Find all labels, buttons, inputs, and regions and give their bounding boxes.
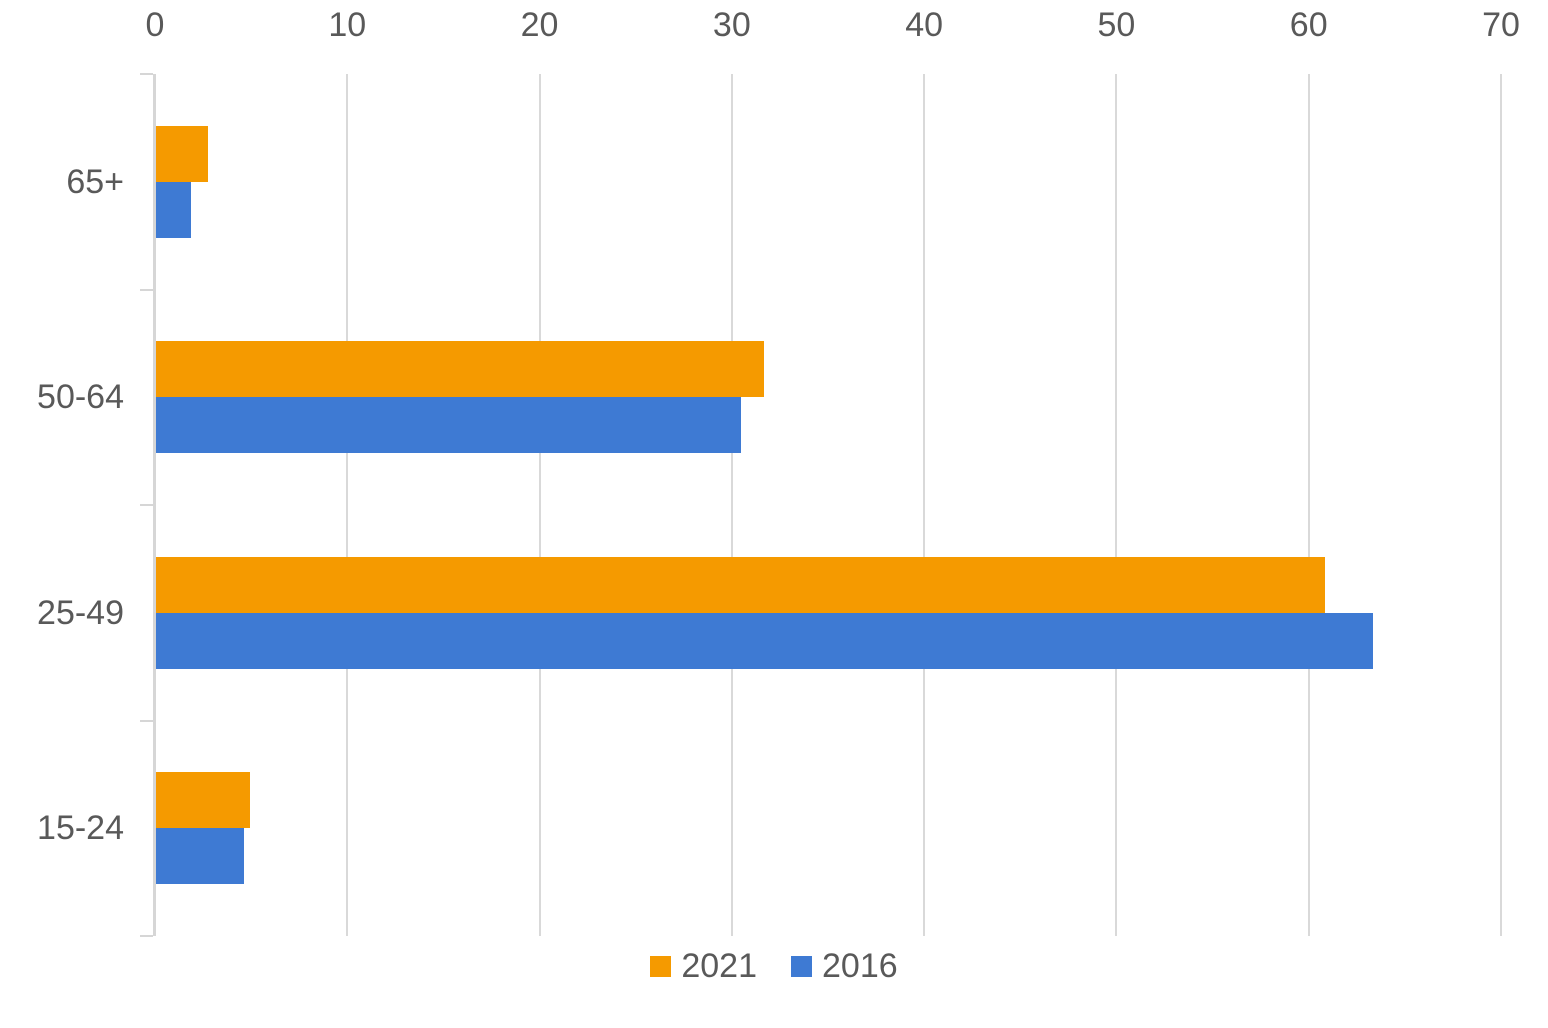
bar-2021-15-24 bbox=[156, 772, 251, 829]
legend-swatch-2021 bbox=[650, 955, 672, 977]
y-axis-line bbox=[153, 74, 156, 936]
legend-entry-2021: 2021 bbox=[650, 942, 757, 990]
x-axis-tick-label-30: 30 bbox=[712, 6, 751, 44]
x-axis-tick-label-10: 10 bbox=[328, 6, 367, 44]
y-axis-category-label-15-24: 15-24 bbox=[37, 809, 124, 848]
legend-swatch-2016 bbox=[791, 955, 812, 977]
x-axis-tick-label-40: 40 bbox=[905, 6, 944, 44]
x-axis-tick-label-20: 20 bbox=[520, 6, 559, 44]
y-axis-category-label-50-64: 50-64 bbox=[37, 378, 124, 417]
gridline-40 bbox=[923, 74, 926, 936]
bar-2016-65 bbox=[156, 181, 191, 238]
gridline-30 bbox=[730, 74, 733, 936]
bar-2021-65 bbox=[156, 125, 208, 182]
bar-2016-15-24 bbox=[156, 828, 245, 885]
gridline-10 bbox=[346, 74, 349, 936]
bar-2021-25-49 bbox=[156, 556, 1326, 613]
y-axis-tick bbox=[140, 719, 153, 722]
x-axis-tick-label-0: 0 bbox=[145, 6, 165, 44]
gridline-50 bbox=[1115, 74, 1118, 936]
y-axis-tick bbox=[140, 288, 153, 291]
x-axis-tick-label-50: 50 bbox=[1097, 6, 1136, 44]
y-axis-tick bbox=[140, 935, 153, 937]
y-axis-tick bbox=[140, 73, 153, 75]
bar-2021-50-64 bbox=[156, 341, 764, 398]
x-axis-tick-label-70: 70 bbox=[1482, 6, 1520, 44]
legend: 2021 2016 bbox=[0, 942, 1548, 990]
gridline-60 bbox=[1307, 74, 1310, 936]
x-axis-tick-label-60: 60 bbox=[1289, 6, 1328, 44]
gridline-20 bbox=[538, 74, 541, 936]
gridline-70 bbox=[1500, 74, 1502, 936]
y-axis-category-label-25-49: 25-49 bbox=[37, 593, 124, 632]
bar-2016-25-49 bbox=[156, 612, 1374, 669]
y-axis-tick bbox=[140, 504, 153, 506]
legend-label-2021: 2021 bbox=[681, 947, 757, 985]
legend-label-2016: 2016 bbox=[822, 947, 898, 985]
legend-entry-2016: 2016 bbox=[791, 942, 898, 990]
bar-2016-50-64 bbox=[156, 397, 741, 454]
y-axis-category-label-65: 65+ bbox=[66, 162, 124, 201]
